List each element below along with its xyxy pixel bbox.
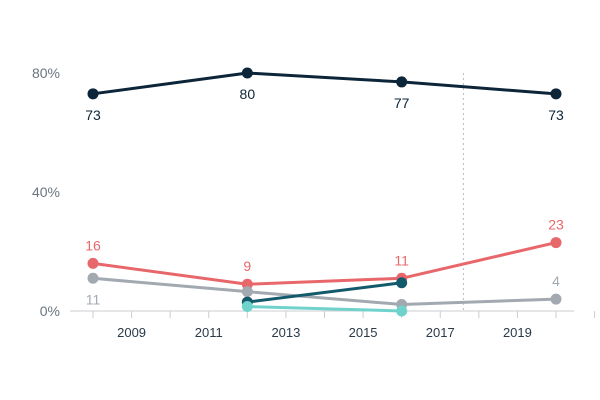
data-point [396, 277, 408, 289]
data-point [87, 272, 99, 284]
data-label: 9 [243, 258, 251, 274]
data-point [550, 88, 562, 100]
data-point [87, 257, 99, 269]
series-line-3 [245, 281, 404, 304]
data-label: 73 [548, 107, 564, 123]
data-label: 16 [85, 237, 101, 253]
x-tick-label: 2009 [117, 325, 146, 340]
data-label: 80 [240, 86, 256, 102]
data-label: 73 [85, 107, 101, 123]
x-tick-label: 2017 [426, 325, 455, 340]
data-point [241, 67, 253, 79]
x-tick-label: 2015 [349, 325, 378, 340]
series-line-4 [245, 305, 404, 313]
series-points [87, 67, 562, 317]
data-labels: 73 80 77 73 16 9 11 23 11 4 [85, 86, 564, 307]
data-label: 11 [394, 252, 409, 268]
data-label: 23 [548, 217, 564, 233]
data-point [396, 305, 408, 317]
data-point [241, 301, 253, 313]
x-tick-label: 2011 [195, 325, 223, 340]
data-point [396, 76, 408, 88]
data-label: 4 [552, 273, 560, 289]
x-tick-label: 2013 [271, 325, 300, 340]
y-tick-label: 80% [32, 65, 60, 81]
data-point [550, 237, 562, 249]
data-label: 11 [86, 291, 101, 307]
series-line-0 [91, 71, 558, 96]
y-tick-label: 40% [32, 184, 60, 200]
y-tick-label: 0% [40, 303, 60, 319]
y-axis: 0% 40% 80% [32, 65, 60, 319]
x-axis: 2009 2011 2013 2015 2017 2019 [70, 310, 596, 340]
data-point [550, 293, 562, 305]
data-point [87, 88, 99, 100]
series-lines [91, 71, 558, 313]
series-line-1 [91, 241, 558, 286]
data-point [241, 286, 253, 298]
x-tick-label: 2019 [503, 325, 532, 340]
data-label: 77 [394, 95, 410, 111]
series-line-2 [91, 276, 558, 306]
